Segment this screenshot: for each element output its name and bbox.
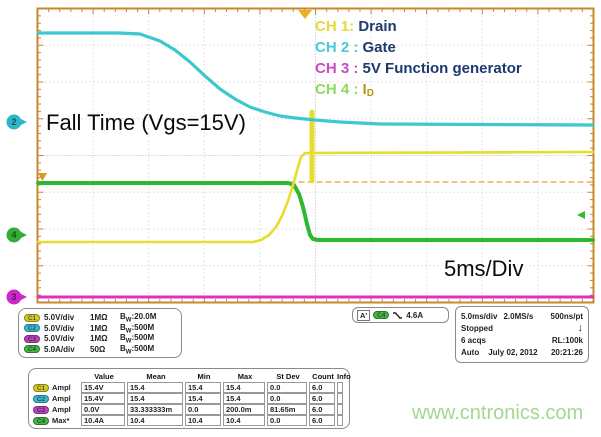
measurement-row-c3: C3 Ampl 0.0V 33.333333m 0.0 200.0m 81.65m… <box>33 404 345 415</box>
ch3-bandwidth: BW:500M <box>120 333 155 345</box>
ch3-position-marker[interactable]: 3 <box>6 289 28 305</box>
trigger-level-value: 4.6A <box>406 310 424 320</box>
acquisition-state-row: Stopped ↓ <box>461 322 583 334</box>
trigger-mode: Auto <box>461 347 480 357</box>
measurement-header-row: Value Mean Min Max St Dev Count Info <box>94 372 351 381</box>
acquisition-state: Stopped <box>461 323 493 333</box>
ch4-right-level-marker-icon[interactable] <box>577 211 585 219</box>
legend-ch2: CH 2 : Gate <box>315 37 522 58</box>
measurement-row-c2: C2 Ampl 15.4V 15.4 15.4 15.4 0.0 6.0 <box>33 393 345 404</box>
legend-ch1-name: Drain <box>354 18 397 35</box>
ch4-id-trace <box>36 181 595 242</box>
sample-rate: 2.0MS/s <box>503 311 534 321</box>
ch2-badge: C2 <box>24 324 40 333</box>
ch3-impedance: 1MΩ <box>90 334 108 344</box>
time-per-div: 5.0ms/div <box>461 311 498 321</box>
time-label: 20:21:26 <box>550 347 583 357</box>
legend-ch4-name-subscript: D <box>366 88 374 99</box>
channel-settings-box[interactable]: C1 5.0V/div 1MΩ BW:20.0M C2 5.0V/div 1MΩ… <box>18 308 182 358</box>
legend-ch2-name: Gate <box>358 39 396 56</box>
legend-ch4-label: CH 4 : <box>315 81 359 98</box>
ch2-gate-trace <box>36 31 595 127</box>
datetime-row: Auto July 02, 2012 20:21:26 <box>461 346 583 358</box>
trigger-source-badge: C4 <box>373 311 390 319</box>
legend-ch3-label: CH 3 : <box>315 60 359 77</box>
measurement-row-c4: C4 Max* 10.4A 10.4 10.4 10.4 0.0 6.0 <box>33 415 345 426</box>
ch1-impedance: 1MΩ <box>90 313 108 323</box>
graticule-grid <box>37 8 594 303</box>
legend-ch3-name: 5V Function generator <box>358 60 522 77</box>
legend-ch4: CH 4 : ID <box>315 79 522 104</box>
ch4-position-marker[interactable]: 4 <box>6 227 28 243</box>
trigger-summary-box[interactable]: A' C4 4.6A <box>352 307 449 323</box>
trigger-level-marker-icon[interactable] <box>38 173 47 181</box>
ch4-vdiv: 5.0A/div <box>44 344 75 354</box>
ch1-drain-trace <box>36 150 595 244</box>
legend-ch1-label: CH 1: <box>315 18 355 35</box>
ch2-vdiv: 5.0V/div <box>44 323 75 333</box>
legend-ch2-label: CH 2 : <box>315 39 359 56</box>
timebase-annotation: 5ms/Div <box>444 256 524 281</box>
svg-text:4: 4 <box>11 230 16 240</box>
measurement-row-c1: C1 Ampl 15.4V 15.4 15.4 15.4 0.0 6.0 <box>33 382 345 393</box>
ch3-badge: C3 <box>24 334 40 343</box>
date-label: July 02, 2012 <box>488 347 538 357</box>
channel-legend: CH 1: Drain CH 2 : Gate CH 3 : 5V Functi… <box>315 16 522 104</box>
c1-meas-badge: C1 <box>33 383 49 392</box>
timebase-status-box[interactable]: 5.0ms/div 2.0MS/s 500ns/pt Stopped ↓ 6 a… <box>455 306 589 363</box>
trigger-time-marker-icon[interactable] <box>298 10 312 19</box>
svg-text:3: 3 <box>11 292 16 302</box>
legend-ch3: CH 3 : 5V Function generator <box>315 58 522 79</box>
ch2-position-marker[interactable]: 2 <box>6 114 28 130</box>
c4-meas-badge: C4 <box>33 416 49 425</box>
svg-text:2: 2 <box>11 117 16 127</box>
ch4-settings-row[interactable]: C4 5.0A/div 50Ω BW:500M <box>24 344 176 355</box>
ch2-marker-arrow-icon <box>21 119 27 125</box>
ch1-badge: C1 <box>24 313 40 322</box>
acqs-row: 6 acqs RL:100k <box>461 334 583 346</box>
legend-ch1: CH 1: Drain <box>315 16 522 37</box>
ch3-vdiv: 5.0V/div <box>44 334 75 344</box>
ch2-impedance: 1MΩ <box>90 323 108 333</box>
timebase-row: 5.0ms/div 2.0MS/s 500ns/pt <box>461 310 583 322</box>
acquisition-count: 6 acqs <box>461 335 486 345</box>
falling-edge-icon <box>393 311 403 319</box>
down-arrow-icon: ↓ <box>577 322 584 334</box>
ch4-bandwidth: BW:500M <box>120 343 155 356</box>
watermark: www.cntronics.com <box>412 402 584 424</box>
ch4-marker-arrow-icon <box>21 232 27 238</box>
ch1-bandwidth: BW:20.0M <box>120 312 157 324</box>
c3-meas-badge: C3 <box>33 405 49 414</box>
ch2-settings-row[interactable]: C2 5.0V/div 1MΩ BW:500M <box>24 323 176 334</box>
ch4-badge: C4 <box>24 345 40 354</box>
legend-ch4-name: I <box>358 81 367 98</box>
record-length: RL:100k <box>551 335 583 345</box>
measurement-table[interactable]: Value Mean Min Max St Dev Count Info C1 A… <box>28 368 351 429</box>
ch1-vdiv: 5.0V/div <box>44 313 75 323</box>
trigger-mode-label: A' <box>357 309 371 321</box>
ch3-settings-row[interactable]: C3 5.0V/div 1MΩ BW:500M <box>24 333 176 345</box>
ch4-impedance: 50Ω <box>90 344 106 354</box>
scope-display: 2 4 3 <box>6 7 595 305</box>
ch2-bandwidth: BW:500M <box>120 322 155 335</box>
c2-meas-badge: C2 <box>33 394 49 403</box>
ch1-settings-row[interactable]: C1 5.0V/div 1MΩ BW:20.0M <box>24 312 176 324</box>
fall-time-annotation: Fall Time (Vgs=15V) <box>46 110 246 135</box>
ch3-marker-arrow-icon <box>21 294 27 300</box>
sample-interval: 500ns/pt <box>550 311 583 321</box>
